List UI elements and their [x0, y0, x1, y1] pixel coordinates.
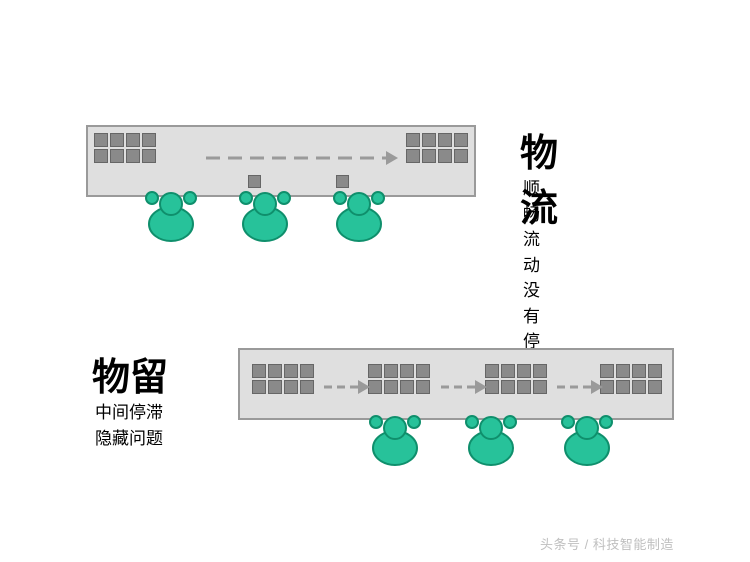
inventory-grid [368, 364, 430, 394]
inventory-grid [600, 364, 662, 394]
subtitle-stagnant: 中间停滞 隐藏问题 [95, 400, 163, 451]
attribution-text: 头条号 / 科技智能制造 [540, 534, 674, 553]
title-stagnant: 物留 [92, 346, 168, 401]
inventory-grid [252, 364, 314, 394]
worker-icon [232, 186, 298, 242]
flow-arrow-icon [557, 380, 605, 394]
worker-icon [554, 410, 620, 466]
inventory-grid [94, 133, 156, 163]
worker-icon [326, 186, 392, 242]
worker-icon [138, 186, 204, 242]
flow-arrow-icon [324, 380, 372, 394]
flow-arrow-icon [441, 380, 489, 394]
inventory-grid [485, 364, 547, 394]
worker-icon [362, 410, 428, 466]
inventory-grid [406, 133, 468, 163]
section-stagnant: 物留 中间停滞 隐藏问题 [0, 0, 436, 72]
worker-icon [458, 410, 524, 466]
flow-arrow-icon [206, 151, 400, 165]
